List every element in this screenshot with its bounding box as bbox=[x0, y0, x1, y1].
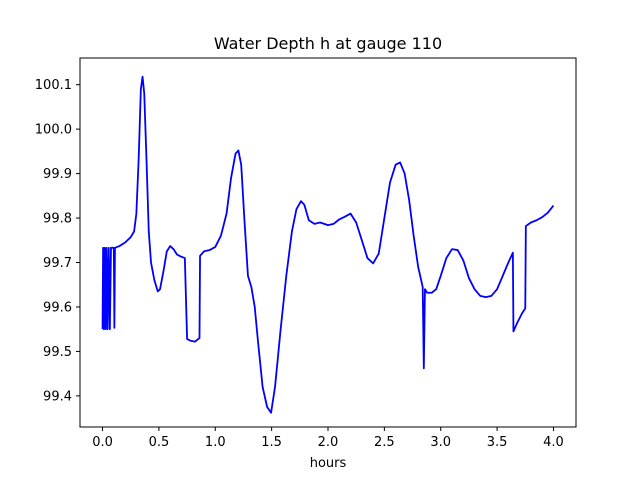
x-tick-label: 1.5 bbox=[261, 435, 282, 450]
x-tick-label: 0.5 bbox=[149, 435, 170, 450]
y-tick-label: 99.4 bbox=[43, 389, 72, 404]
x-tick-label: 2.0 bbox=[318, 435, 339, 450]
x-axis-ticks: 0.0 0.5 1.0 1.5 2.0 2.5 3.0 3.5 4.0 bbox=[92, 427, 564, 450]
y-tick-label: 99.8 bbox=[43, 212, 72, 227]
y-tick-label: 99.6 bbox=[43, 300, 72, 315]
x-tick-label: 0.0 bbox=[92, 435, 113, 450]
series-line bbox=[101, 75, 555, 414]
y-tick-label: 99.7 bbox=[43, 256, 72, 271]
y-axis-ticks: 99.4 99.5 99.6 99.7 99.8 99.9 100.0 100.1 bbox=[35, 78, 80, 404]
x-axis-label: hours bbox=[310, 456, 347, 471]
y-tick-label: 100.0 bbox=[35, 123, 72, 138]
x-tick-label: 4.0 bbox=[543, 435, 564, 450]
x-tick-label: 3.0 bbox=[430, 435, 451, 450]
x-tick-label: 1.0 bbox=[205, 435, 226, 450]
y-tick-label: 99.9 bbox=[43, 167, 72, 182]
chart-title: Water Depth h at gauge 110 bbox=[214, 34, 442, 53]
plot-area bbox=[79, 57, 577, 428]
x-tick-label: 3.5 bbox=[487, 435, 508, 450]
y-tick-label: 100.1 bbox=[35, 78, 72, 93]
x-tick-label: 2.5 bbox=[374, 435, 395, 450]
y-tick-label: 99.5 bbox=[43, 345, 72, 360]
